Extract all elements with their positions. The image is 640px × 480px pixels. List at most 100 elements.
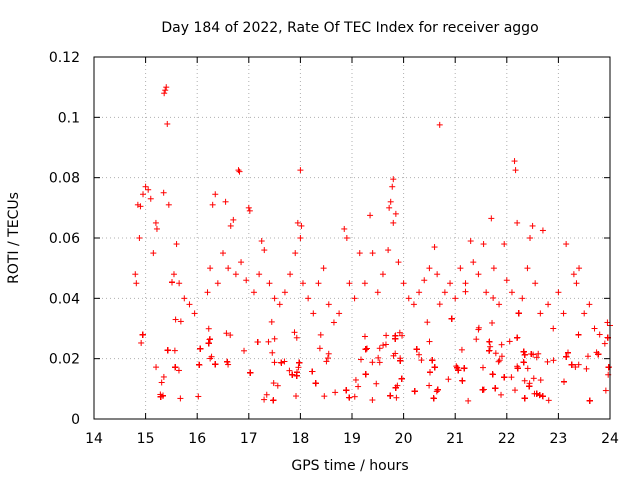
data-point <box>165 201 172 208</box>
chart-title: Day 184 of 2022, Rate Of TEC Index for r… <box>161 20 538 36</box>
data-point <box>295 364 302 371</box>
data-point <box>572 364 579 371</box>
data-point <box>434 386 441 393</box>
data-point <box>173 241 180 248</box>
data-point <box>508 289 515 296</box>
data-point <box>140 191 147 198</box>
data-point <box>479 386 486 393</box>
data-point <box>136 235 143 241</box>
y-tick-label: 0.12 <box>49 50 80 66</box>
data-point <box>431 364 438 371</box>
data-point <box>575 361 582 368</box>
data-point <box>325 301 332 308</box>
data-point <box>271 295 278 302</box>
data-point <box>519 295 526 302</box>
data-point <box>457 265 464 272</box>
data-point <box>496 357 503 364</box>
data-point <box>563 353 570 360</box>
x-tick-label: 14 <box>85 431 103 447</box>
data-point <box>465 397 472 404</box>
data-point <box>539 393 546 400</box>
data-point <box>362 371 369 378</box>
data-point <box>514 334 521 341</box>
data-point <box>537 377 544 384</box>
data-point <box>533 390 540 397</box>
data-point <box>560 310 567 317</box>
data-point <box>177 318 184 325</box>
data-point <box>521 351 528 358</box>
data-point <box>316 345 323 352</box>
data-point <box>157 393 164 400</box>
data-point <box>160 189 167 196</box>
data-point <box>232 271 239 278</box>
data-point <box>521 377 528 384</box>
data-point <box>397 357 404 364</box>
data-point <box>195 393 202 400</box>
data-point <box>418 357 425 364</box>
data-point <box>209 201 216 208</box>
data-point <box>278 359 285 366</box>
data-point <box>220 250 226 257</box>
data-point <box>426 265 433 272</box>
data-point <box>602 387 609 394</box>
data-point <box>164 120 171 127</box>
data-point <box>550 357 557 364</box>
data-point <box>533 354 540 361</box>
data-point <box>181 295 188 302</box>
data-point <box>586 301 593 308</box>
data-point <box>492 385 499 392</box>
data-point <box>299 280 306 287</box>
data-point <box>555 289 562 296</box>
data-point <box>536 392 543 399</box>
data-point <box>431 244 438 251</box>
data-point <box>421 277 428 284</box>
data-point <box>362 346 369 353</box>
data-point <box>520 359 527 366</box>
data-point <box>528 350 535 357</box>
data-point <box>261 396 268 403</box>
data-point <box>501 374 508 381</box>
data-point <box>410 301 417 308</box>
data-point <box>584 353 591 360</box>
data-point <box>489 371 496 378</box>
data-point <box>271 359 278 366</box>
data-point <box>357 356 364 363</box>
data-point <box>376 345 383 352</box>
data-point <box>245 204 252 211</box>
data-point <box>356 250 363 257</box>
data-point <box>400 280 407 287</box>
data-point <box>573 280 580 287</box>
data-point <box>336 310 343 317</box>
data-point <box>323 358 330 365</box>
data-point <box>526 383 533 390</box>
data-point <box>289 371 296 378</box>
data-point <box>424 319 431 326</box>
data-point <box>570 271 577 278</box>
data-point <box>488 215 495 222</box>
data-point <box>152 219 159 226</box>
data-point <box>197 345 204 352</box>
data-point <box>595 351 602 358</box>
y-tick-label: 0.08 <box>49 171 80 187</box>
data-point <box>486 338 493 345</box>
data-point <box>361 280 368 287</box>
data-point <box>256 271 263 278</box>
axis-ticks <box>93 56 611 420</box>
data-point <box>230 216 237 223</box>
data-point <box>153 225 160 232</box>
data-point <box>436 301 443 308</box>
data-point <box>293 393 300 400</box>
data-point <box>223 330 230 337</box>
data-point <box>520 348 527 355</box>
data-point <box>162 87 169 94</box>
data-point <box>320 265 327 272</box>
data-point <box>258 238 265 245</box>
data-point <box>294 219 301 226</box>
data-point <box>312 380 319 387</box>
data-point <box>498 341 505 348</box>
data-point <box>386 204 393 211</box>
data-point <box>324 355 331 362</box>
data-point <box>576 265 583 272</box>
data-point <box>382 341 389 348</box>
data-point <box>501 241 508 248</box>
